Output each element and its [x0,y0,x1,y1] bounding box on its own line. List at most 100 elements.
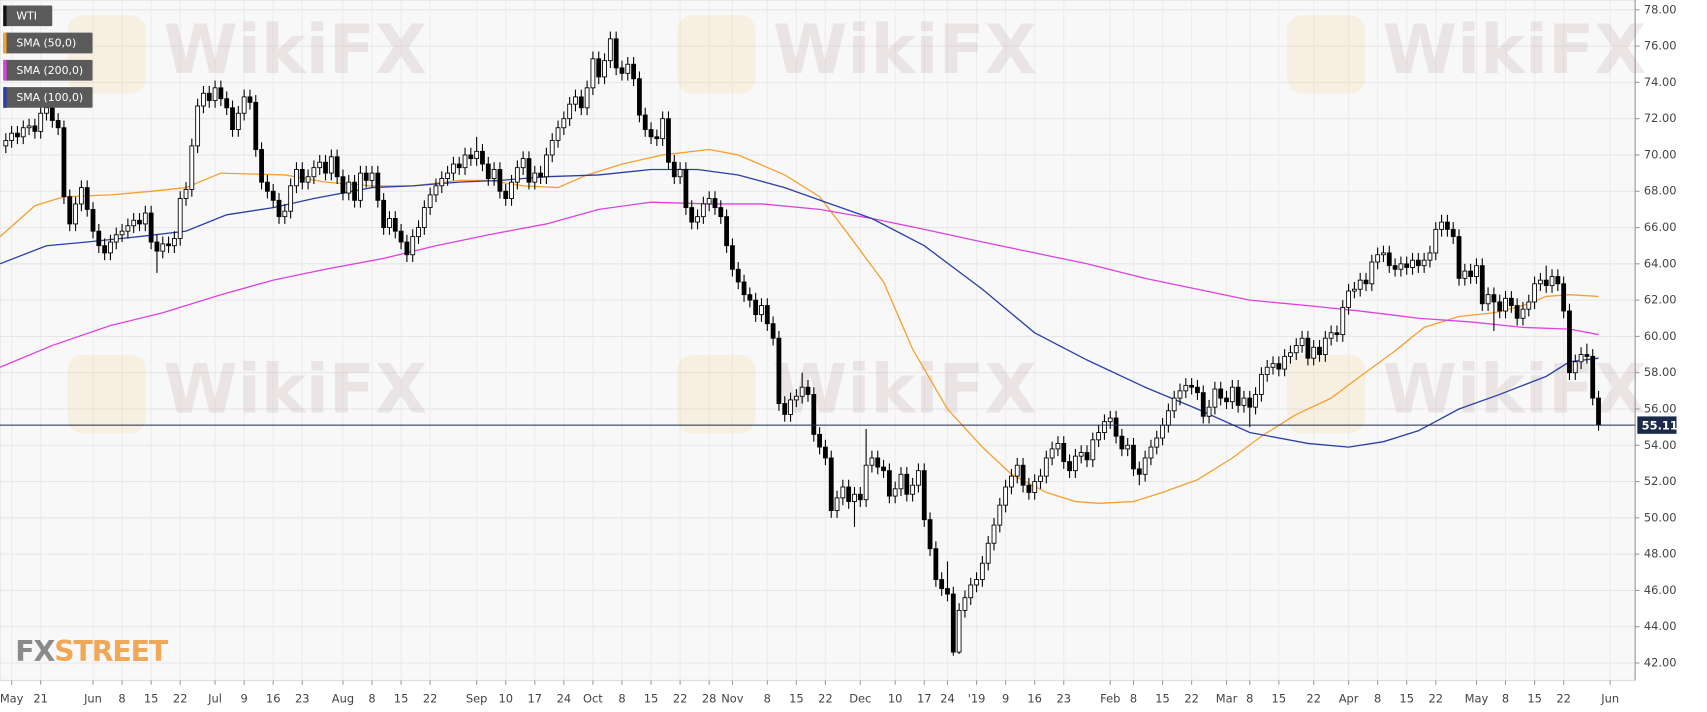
sma-line [0,201,1599,368]
x-tick-label: 15 [394,691,409,705]
candle-body [276,199,282,218]
x-tick-label: Apr [1339,691,1359,705]
x-tick-label: 23 [1056,691,1071,705]
legend-swatch [3,32,7,54]
candle-body [1229,386,1235,403]
candle-body [1049,448,1055,459]
candle-body [1258,374,1264,395]
grid [0,0,1636,681]
candle-body [259,149,264,183]
candle-body [590,58,596,89]
legend-swatch [3,59,7,81]
candle-body [886,470,892,497]
candle-body [1311,346,1317,359]
candle-body [1177,390,1183,399]
x-tick-label: 10 [888,691,903,705]
x-tick-label: Oct [583,691,603,705]
candle-body [753,299,759,316]
candle-body [1375,254,1381,263]
candle-body [718,207,724,218]
candle-body [532,172,538,183]
candle-body [526,158,532,183]
candle-body [846,486,852,502]
candle-body [712,198,718,209]
x-tick-label: 8 [368,691,375,705]
candle-body [468,154,474,160]
candle-body [102,245,108,254]
candle-body [1503,297,1508,312]
candle-body [462,154,468,169]
candle-body [305,176,311,183]
candle-body [904,473,910,495]
candle-body [1386,252,1392,267]
candle-body [1160,424,1165,439]
candle-body [1381,252,1386,256]
x-tick-label: 17 [917,691,932,705]
candle-body [642,114,648,130]
legend-box [3,5,53,27]
candle-body [735,268,741,283]
candle-body [817,433,823,448]
x-tick-label: 8 [1246,691,1253,705]
candle-body [1427,252,1433,261]
x-tick-label: Sep [466,691,488,705]
legend-box [3,32,93,54]
candle-body [445,172,450,179]
candle-body [84,187,90,210]
candle-body [1078,452,1084,457]
y-tick-label: 56.00 [1644,401,1677,415]
candle-body [1043,457,1049,477]
candle-body [1224,397,1229,403]
candle-body [1102,421,1107,434]
candle-body [828,457,834,512]
watermark: WikiFX [1383,10,1647,89]
candle-body [950,593,956,653]
candle-body [1479,265,1485,305]
candle-body [607,38,613,62]
candle-body [264,181,270,192]
y-tick-label: 52.00 [1644,474,1677,488]
y-tick-label: 76.00 [1644,39,1677,53]
last-price-label: 55.11 [1642,419,1678,433]
candle-body [1538,279,1543,285]
candle-body [1346,290,1351,308]
candle-body [113,234,119,243]
candle-body [491,169,497,179]
candle-body [177,198,183,239]
candle-body [799,386,805,397]
legend-swatch [3,5,7,27]
candle-body [1014,464,1020,477]
candle-body [1282,355,1288,370]
watermark: WikiFX [773,10,1037,89]
candle-body [1520,308,1526,319]
candle-body [1055,443,1061,450]
x-tick-label: 15 [1399,691,1414,705]
candle-body [224,98,230,109]
candle-body [20,127,26,138]
candle-body [945,588,950,595]
candle-body [759,305,764,316]
candle-body [96,230,102,247]
candle-body [1572,361,1578,374]
candle-body [939,579,945,590]
candle-body [1462,270,1468,279]
x-tick-label: 8 [118,691,125,705]
x-tick-label: 24 [557,691,572,705]
candle-body [1508,297,1514,306]
candle-body [44,107,49,114]
y-tick-label: 62.00 [1644,293,1677,307]
candle-body [1253,394,1258,408]
candle-body [1369,261,1375,285]
candle-body [1165,410,1171,426]
candle-body [695,216,700,223]
candle-body [1410,259,1415,268]
candle-body [311,167,317,178]
x-tick-label: 9 [240,691,247,705]
candle-body [1398,263,1404,270]
candle-body [206,92,212,101]
candle-body [1450,228,1456,238]
candle-body [416,227,421,238]
candle-body [1433,228,1439,254]
candle-body [131,219,137,227]
candle-body [497,169,503,192]
